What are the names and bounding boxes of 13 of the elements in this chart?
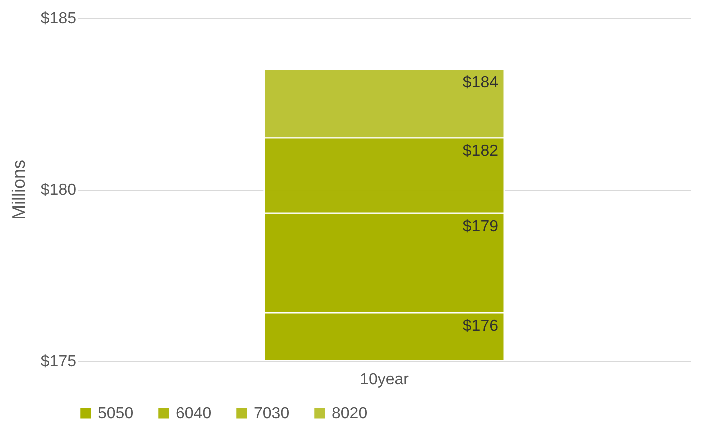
y-tick-label: $185 — [40, 10, 77, 28]
y-axis-title: Millions — [8, 160, 29, 220]
data-label: $179 — [462, 218, 499, 236]
legend-label: 6040 — [176, 405, 212, 422]
y-tick-label: $180 — [40, 182, 77, 199]
x-tick-label: 10year — [360, 372, 410, 388]
legend-label: 5050 — [98, 405, 134, 422]
data-label: $176 — [462, 318, 499, 335]
y-tick-label: $175 — [40, 354, 77, 370]
data-label: $184 — [462, 74, 499, 92]
legend-label: 7030 — [254, 405, 290, 422]
legend-label: 8020 — [332, 405, 368, 422]
data-label: $182 — [462, 143, 499, 160]
